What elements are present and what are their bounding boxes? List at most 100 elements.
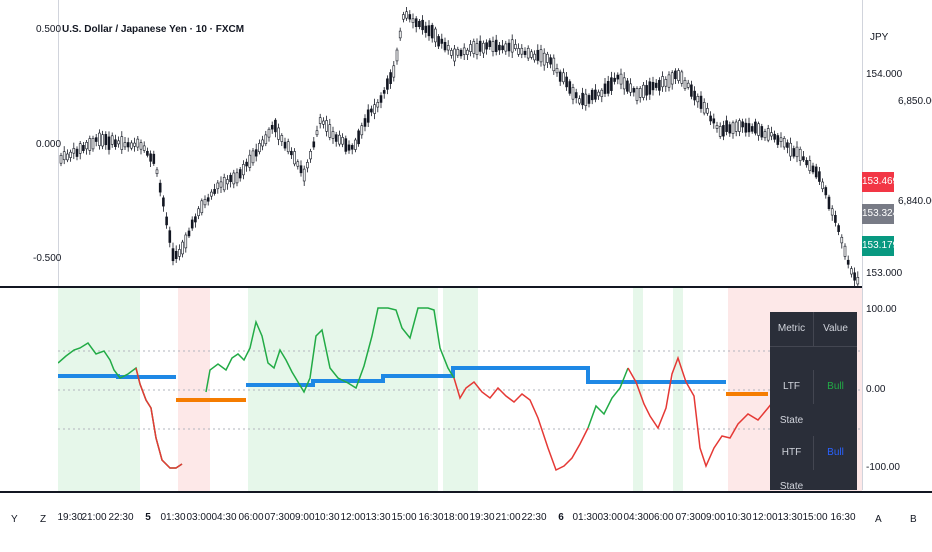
candle-body	[840, 236, 844, 244]
candle-body	[341, 137, 344, 145]
candle-body	[443, 41, 447, 51]
oscillator-chart[interactable]	[58, 288, 862, 491]
candle-body	[446, 45, 450, 51]
candle-body	[98, 132, 101, 146]
candle-body	[712, 118, 716, 124]
candle-body	[811, 165, 815, 173]
pane-separator[interactable]	[0, 286, 862, 288]
candle-body	[178, 249, 181, 257]
candle-body	[322, 120, 325, 125]
candle-body	[120, 136, 124, 150]
candle-body	[658, 79, 661, 91]
candle-body	[629, 83, 632, 93]
candle-body	[261, 139, 264, 147]
time-axis[interactable]	[0, 491, 932, 552]
time-axis-label: 04:30	[623, 512, 649, 523]
candle-body	[722, 125, 725, 137]
table-row-ltf-value: Bull	[827, 381, 844, 392]
candle-body	[526, 47, 530, 59]
ltf-line-bear	[453, 377, 589, 472]
candle-body	[213, 188, 216, 194]
candle-body	[459, 49, 463, 57]
candle-body	[194, 216, 197, 223]
candle-body	[152, 153, 156, 164]
time-axis-label: 07:30	[675, 512, 701, 523]
candle-body	[210, 191, 213, 197]
candle-body	[683, 79, 687, 89]
candle-body	[606, 80, 610, 94]
candle-body	[542, 52, 546, 66]
candle-body	[798, 148, 802, 161]
candle-body	[552, 57, 556, 72]
osc-axis-tick: 100.00	[866, 304, 897, 315]
candle-body	[283, 141, 287, 149]
left-axis-tick: 0.500	[36, 24, 62, 35]
candle-body	[693, 90, 696, 101]
candle-body	[696, 96, 700, 103]
candle-body	[741, 121, 744, 128]
candle-body	[363, 118, 367, 127]
candle-body	[738, 120, 741, 132]
candle-body	[267, 128, 271, 138]
candle-body	[181, 241, 184, 255]
price-chart[interactable]	[58, 0, 862, 286]
candle-body	[814, 166, 818, 178]
candle-body	[504, 43, 508, 52]
time-axis-label: 09:00	[700, 512, 726, 523]
candle-body	[590, 89, 594, 101]
candle-body	[190, 219, 194, 229]
candle-body	[766, 128, 770, 141]
candle-body	[488, 40, 492, 47]
bottom-left-button-2[interactable]: Z	[40, 514, 47, 525]
bottom-right-button-1[interactable]: A	[875, 514, 882, 525]
candle-body	[78, 143, 82, 154]
candle-body	[59, 154, 63, 164]
candle-body	[510, 39, 514, 53]
time-axis-label: 10:30	[314, 512, 340, 523]
candle-body	[114, 139, 117, 147]
candle-body	[248, 154, 252, 168]
candle-body	[424, 25, 428, 33]
bottom-left-button-1[interactable]: Y	[11, 514, 18, 525]
candle-body	[302, 168, 306, 182]
candle-body	[357, 130, 360, 145]
candle-body	[834, 215, 837, 223]
price-badge-high[interactable]: 153.469	[862, 172, 898, 192]
price-badge-low[interactable]: 153.179	[862, 236, 898, 256]
bottom-right-button-2[interactable]: B	[910, 514, 917, 525]
candle-body	[638, 88, 642, 98]
candle-body	[635, 88, 639, 101]
candle-body	[802, 156, 805, 161]
candle-body	[440, 38, 444, 44]
candle-body	[232, 172, 236, 185]
candle-body	[133, 142, 136, 147]
candle-body	[258, 143, 261, 153]
ltf-line-bear	[135, 367, 183, 469]
candle-body	[818, 171, 821, 182]
table-row-ltf-metric: LTF State	[770, 370, 814, 426]
price-badge-last[interactable]: 153.324	[862, 204, 898, 224]
candle-body	[661, 76, 664, 88]
candle-body	[450, 50, 453, 56]
candle-body	[456, 48, 460, 56]
candle-body	[386, 78, 389, 90]
candle-body	[734, 121, 738, 132]
time-axis-label: 6	[558, 512, 564, 523]
candle-body	[603, 83, 607, 94]
candle-body	[616, 74, 620, 80]
candle-body	[165, 216, 168, 226]
time-axis-label: 12:00	[752, 512, 778, 523]
candle-body	[786, 142, 789, 148]
candle-body	[142, 145, 146, 151]
candle-body	[706, 108, 709, 114]
left-price-axis[interactable]	[0, 0, 59, 490]
candle-body	[718, 126, 722, 137]
candle-body	[91, 138, 95, 150]
htf-line-bull	[246, 366, 726, 387]
candle-body	[792, 148, 796, 157]
time-axis-label: 16:30	[418, 512, 444, 523]
candle-body	[674, 70, 677, 80]
candle-body	[613, 77, 616, 82]
candle-body	[264, 134, 268, 145]
candle-body	[830, 208, 834, 216]
